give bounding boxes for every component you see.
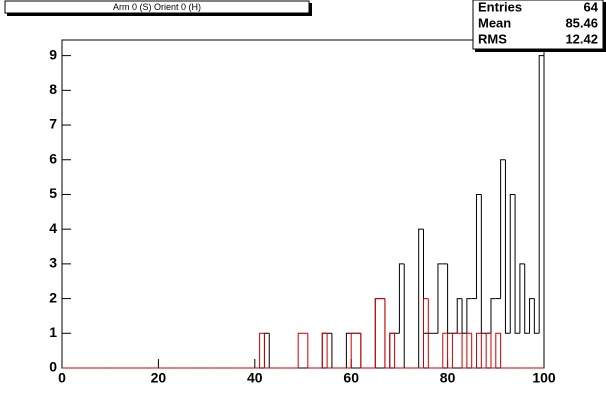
histogram-bin — [495, 332, 501, 368]
histogram-bin — [529, 298, 535, 334]
y-tick-label: 4 — [49, 220, 57, 236]
stat-value: 12.42 — [565, 31, 598, 46]
x-tick-label: 60 — [343, 370, 359, 386]
histogram-bin — [485, 332, 491, 368]
y-tick-label: 8 — [49, 81, 57, 97]
histogram-bin — [524, 263, 530, 334]
stat-label: Mean — [478, 15, 511, 30]
histogram-bin — [447, 333, 453, 369]
stat-label: Entries — [478, 0, 522, 14]
histogram-bin — [345, 332, 352, 368]
y-tick-label: 2 — [49, 289, 57, 305]
histogram-bin — [259, 332, 265, 368]
title-box — [4, 0, 310, 14]
chart-title: Arm 0 (S) Orient 0 (H) — [113, 2, 201, 12]
histogram-bin — [476, 193, 482, 299]
histogram-bin — [490, 333, 496, 369]
histogram-bin — [480, 333, 487, 369]
y-tick-label: 6 — [49, 150, 57, 166]
histogram-bin — [490, 298, 496, 334]
histogram-series — [62, 298, 544, 369]
histogram-bin — [326, 333, 332, 369]
histogram-bin — [307, 333, 313, 369]
y-tick-label: 3 — [49, 255, 57, 271]
histogram-bin — [374, 298, 381, 368]
histogram-bin — [360, 333, 366, 369]
histogram-bin — [423, 298, 429, 368]
plot: 0 1 2 3 4 5 6 7 8 9 0 20 40 60 80 100 — [49, 46, 556, 385]
histogram-bin — [538, 55, 545, 368]
histogram-bin — [500, 159, 506, 299]
histogram-bin — [384, 298, 390, 369]
x-tick-label: 0 — [58, 370, 66, 386]
histogram-bin — [519, 263, 525, 334]
histogram-bin — [500, 333, 506, 369]
histogram-bin — [398, 263, 405, 334]
stats-box — [472, 0, 604, 50]
stat-label: RMS — [478, 31, 507, 46]
histogram-bin — [418, 228, 424, 368]
histogram-bin — [471, 333, 477, 369]
y-tick-label: 5 — [49, 185, 57, 201]
histogram-bin — [504, 159, 511, 334]
histogram-bin — [476, 332, 482, 368]
x-tick-label: 100 — [532, 370, 556, 386]
histogram-bin — [533, 298, 540, 334]
stats: Entries 64 Mean 85.46 RMS 12.42 — [478, 0, 599, 46]
histogram-bin — [427, 298, 434, 369]
histogram-bin — [456, 298, 463, 334]
x-tick-label: 80 — [440, 370, 456, 386]
x-tick-label: 20 — [151, 370, 167, 386]
histogram-bin — [394, 333, 400, 369]
y-tick-label: 9 — [49, 46, 57, 62]
histogram-bin — [297, 332, 303, 368]
x-tick-label: 40 — [247, 370, 263, 386]
histogram-bin — [466, 332, 472, 368]
stat-value: 64 — [584, 0, 599, 14]
histogram-bin — [442, 332, 448, 368]
y-tick-label: 0 — [49, 359, 57, 375]
histogram-bin — [451, 332, 458, 368]
histogram-bin — [263, 333, 270, 369]
histogram-bin — [461, 333, 467, 369]
y-tick-label: 1 — [49, 324, 57, 340]
histogram-bin — [514, 194, 520, 334]
frame — [61, 39, 545, 369]
histogram-bin — [321, 332, 328, 368]
stat-value: 85.46 — [565, 15, 598, 30]
histogram-bin — [437, 263, 443, 334]
histogram-bin — [466, 298, 472, 334]
y-tick-label: 7 — [49, 116, 57, 132]
histogram-bin — [509, 193, 516, 334]
histogram-bin — [389, 332, 395, 368]
histogram-bin — [350, 332, 357, 368]
